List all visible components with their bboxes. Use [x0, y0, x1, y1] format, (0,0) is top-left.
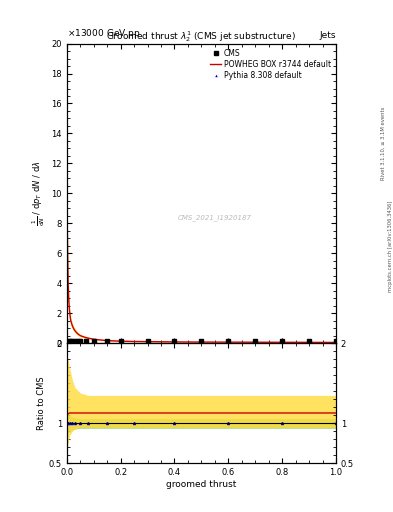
- Text: mcplots.cern.ch [arXiv:1306.3436]: mcplots.cern.ch [arXiv:1306.3436]: [388, 200, 393, 291]
- Y-axis label: Ratio to CMS: Ratio to CMS: [37, 376, 46, 430]
- Title: Groomed thrust $\lambda_2^1$ (CMS jet substructure): Groomed thrust $\lambda_2^1$ (CMS jet su…: [107, 29, 296, 44]
- Text: $\times$13000 GeV pp: $\times$13000 GeV pp: [67, 27, 140, 40]
- Text: Jets: Jets: [320, 31, 336, 40]
- Text: CMS_2021_I1920187: CMS_2021_I1920187: [178, 214, 252, 221]
- X-axis label: groomed thrust: groomed thrust: [166, 480, 237, 489]
- Legend: CMS, POWHEG BOX r3744 default, Pythia 8.308 default: CMS, POWHEG BOX r3744 default, Pythia 8.…: [208, 47, 332, 81]
- Y-axis label: $\frac{1}{\mathrm{d}N}$ / $\mathrm{d}p_T$ $\mathrm{d}N$ / $\mathrm{d}\lambda$: $\frac{1}{\mathrm{d}N}$ / $\mathrm{d}p_T…: [31, 161, 47, 226]
- Text: Rivet 3.1.10, ≥ 3.1M events: Rivet 3.1.10, ≥ 3.1M events: [381, 106, 386, 180]
